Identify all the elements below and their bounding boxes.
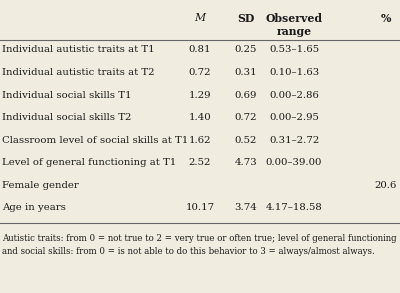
Text: Level of general functioning at T1: Level of general functioning at T1 (2, 158, 176, 167)
Text: Classroom level of social skills at T1: Classroom level of social skills at T1 (2, 136, 188, 145)
Text: 0.25: 0.25 (235, 45, 257, 54)
Text: 0.72: 0.72 (189, 68, 211, 77)
Text: 20.6: 20.6 (375, 181, 397, 190)
Text: Individual autistic traits at T1: Individual autistic traits at T1 (2, 45, 155, 54)
Text: Individual social skills T2: Individual social skills T2 (2, 113, 131, 122)
Text: Female gender: Female gender (2, 181, 79, 190)
Text: Autistic traits: from 0 = not true to 2 = very true or often true; level of gene: Autistic traits: from 0 = not true to 2 … (2, 234, 397, 256)
Text: %: % (381, 13, 391, 24)
Text: 0.00–39.00: 0.00–39.00 (266, 158, 322, 167)
Text: Age in years: Age in years (2, 203, 66, 212)
Text: 1.29: 1.29 (189, 91, 211, 100)
Text: 0.00–2.95: 0.00–2.95 (269, 113, 319, 122)
Text: 4.73: 4.73 (235, 158, 257, 167)
Text: 0.00–2.86: 0.00–2.86 (269, 91, 319, 100)
Text: 0.69: 0.69 (235, 91, 257, 100)
Text: 2.52: 2.52 (189, 158, 211, 167)
Text: 4.17–18.58: 4.17–18.58 (266, 203, 322, 212)
Text: SD: SD (237, 13, 255, 24)
Text: 10.17: 10.17 (186, 203, 214, 212)
Text: 0.10–1.63: 0.10–1.63 (269, 68, 319, 77)
Text: 0.72: 0.72 (235, 113, 257, 122)
Text: 1.40: 1.40 (189, 113, 211, 122)
Text: 1.62: 1.62 (189, 136, 211, 145)
Text: Individual social skills T1: Individual social skills T1 (2, 91, 132, 100)
Text: Individual autistic traits at T2: Individual autistic traits at T2 (2, 68, 154, 77)
Text: Observed
range: Observed range (266, 13, 322, 37)
Text: 3.74: 3.74 (235, 203, 257, 212)
Text: M: M (194, 13, 206, 23)
Text: 0.81: 0.81 (189, 45, 211, 54)
Text: 0.53–1.65: 0.53–1.65 (269, 45, 319, 54)
Text: 0.52: 0.52 (235, 136, 257, 145)
Text: 0.31: 0.31 (235, 68, 257, 77)
Text: 0.31–2.72: 0.31–2.72 (269, 136, 319, 145)
